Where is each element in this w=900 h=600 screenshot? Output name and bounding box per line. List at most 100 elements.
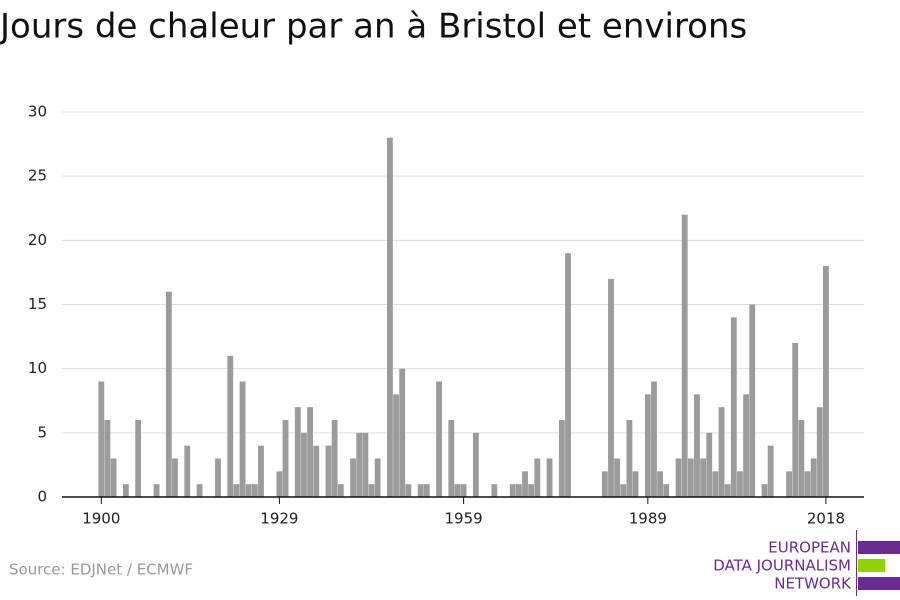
bar	[491, 484, 498, 497]
bar	[233, 484, 240, 497]
x-tick-label: 1900	[82, 510, 120, 528]
bar	[227, 355, 234, 497]
bar	[460, 484, 467, 497]
bar	[620, 484, 627, 497]
bar	[196, 484, 203, 497]
bar	[626, 420, 633, 497]
bar	[331, 420, 338, 497]
bar	[350, 458, 356, 497]
y-tick-label: 5	[37, 423, 47, 441]
bar	[122, 484, 129, 497]
bar	[165, 291, 172, 497]
logo-bar	[858, 559, 885, 572]
bar	[313, 445, 320, 497]
bar	[362, 432, 369, 497]
bar	[792, 343, 799, 497]
bar	[423, 484, 430, 497]
bar	[515, 484, 522, 497]
bar	[251, 484, 258, 497]
bar	[110, 458, 117, 497]
logo: EUROPEAN DATA JOURNALISM NETWORK	[713, 530, 900, 596]
bar	[608, 278, 614, 497]
bar	[558, 420, 565, 497]
bar	[258, 445, 264, 497]
bar	[98, 381, 105, 497]
y-tick-label: 25	[28, 167, 47, 185]
x-tick-label: 2018	[807, 510, 845, 528]
bar	[528, 484, 535, 497]
x-tick-label: 1989	[629, 510, 667, 528]
bar	[694, 394, 700, 497]
x-tick-label: 1959	[445, 510, 483, 528]
bar	[767, 445, 774, 497]
bar	[804, 471, 811, 497]
y-tick-label: 20	[28, 231, 47, 249]
bar	[239, 381, 246, 497]
bar	[522, 471, 528, 497]
bar	[153, 484, 160, 497]
bar	[417, 484, 424, 497]
bar	[399, 368, 406, 497]
bar	[786, 471, 792, 497]
y-tick-label: 10	[28, 359, 47, 377]
bar	[104, 420, 111, 497]
bar	[405, 484, 412, 497]
chart-title: Jours de chaleur par an à Bristol et env…	[0, 7, 747, 47]
bar	[454, 484, 461, 497]
bar	[509, 484, 516, 497]
bar	[712, 471, 719, 497]
bar	[724, 484, 731, 497]
bar	[294, 407, 301, 497]
bar	[337, 484, 344, 497]
bar	[172, 458, 178, 497]
bar	[135, 420, 142, 497]
y-tick-label: 15	[28, 295, 47, 313]
bar	[823, 266, 829, 497]
bar	[816, 407, 823, 497]
bar	[657, 471, 664, 497]
bar	[282, 420, 289, 497]
bar	[601, 471, 608, 497]
bar	[749, 304, 756, 497]
bar	[374, 458, 381, 497]
bar	[663, 484, 670, 497]
bar	[798, 420, 805, 497]
bar	[675, 458, 682, 497]
y-tick-label: 30	[28, 103, 47, 121]
bar	[761, 484, 768, 497]
bar	[614, 458, 621, 497]
bar	[730, 317, 737, 497]
bar	[245, 484, 252, 497]
bar	[448, 420, 455, 497]
bar	[534, 458, 541, 497]
logo-bar	[858, 577, 900, 590]
bar	[810, 458, 817, 497]
bar	[651, 381, 657, 497]
bar	[307, 407, 314, 497]
bar	[368, 484, 375, 497]
x-tick-label: 1929	[260, 510, 298, 528]
bar	[632, 471, 639, 497]
bar	[706, 432, 713, 497]
bar	[436, 381, 442, 497]
bar	[737, 471, 743, 497]
bar	[393, 394, 399, 497]
bar	[276, 471, 283, 497]
bar	[743, 394, 750, 497]
bar	[546, 458, 553, 497]
bar	[356, 432, 363, 497]
bar	[644, 394, 651, 497]
logo-text: EUROPEAN	[768, 539, 851, 557]
bar	[472, 432, 479, 497]
bar	[718, 407, 725, 497]
bar	[700, 458, 707, 497]
y-tick-label: 0	[37, 488, 47, 506]
bar	[687, 458, 694, 497]
logo-bar	[858, 541, 900, 554]
bar	[387, 137, 393, 497]
bar	[215, 458, 221, 497]
logo-text: NETWORK	[774, 575, 852, 593]
bar	[325, 445, 332, 497]
bar	[565, 253, 571, 497]
